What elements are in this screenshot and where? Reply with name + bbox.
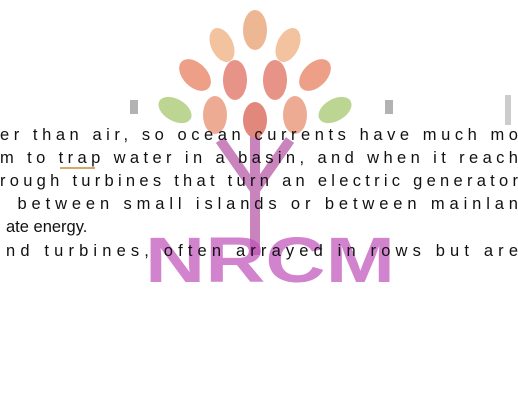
watermark-text: NRCM (145, 224, 395, 296)
text-line: er than air, so ocean currents have much… (0, 126, 518, 144)
text-line: ate energy. (6, 218, 87, 236)
text-line: between small islands or between mainlan (8, 195, 518, 213)
text-line: nd turbines, often arrayed in rows but a… (6, 242, 518, 260)
text-line: m to trap water in a basin, and when it … (0, 149, 518, 167)
page: NRCM er than air, so ocean currents have… (0, 0, 518, 413)
text-line: rough turbines that turn an electric gen… (0, 172, 518, 190)
